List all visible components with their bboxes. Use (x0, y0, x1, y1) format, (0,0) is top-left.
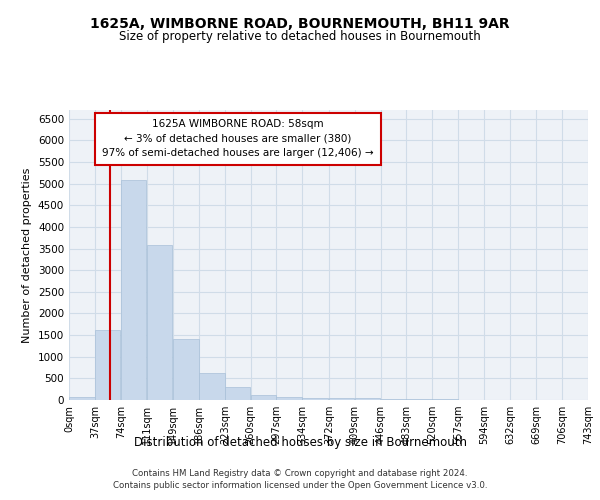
Bar (199, 373, 224, 400)
Y-axis label: Number of detached properties: Number of detached properties (22, 168, 32, 342)
Text: Contains public sector information licensed under the Open Government Licence v3: Contains public sector information licen… (113, 482, 487, 490)
Bar (251, 394, 276, 400)
Bar (225, 387, 250, 400)
Bar (69, 397, 95, 400)
Bar (355, 398, 380, 400)
Text: 97% of semi-detached houses are larger (12,406) →: 97% of semi-detached houses are larger (… (102, 148, 374, 158)
Text: Size of property relative to detached houses in Bournemouth: Size of property relative to detached ho… (119, 30, 481, 43)
FancyBboxPatch shape (95, 112, 381, 165)
Bar (329, 398, 355, 400)
Bar (146, 246, 172, 400)
Bar (277, 397, 302, 400)
Bar (95, 330, 121, 400)
Bar (121, 180, 146, 400)
Bar (173, 340, 199, 400)
Text: 1625A, WIMBORNE ROAD, BOURNEMOUTH, BH11 9AR: 1625A, WIMBORNE ROAD, BOURNEMOUTH, BH11 … (90, 18, 510, 32)
Bar (380, 398, 406, 400)
Bar (406, 399, 432, 400)
Text: ← 3% of detached houses are smaller (380): ← 3% of detached houses are smaller (380… (124, 134, 352, 144)
Text: Contains HM Land Registry data © Crown copyright and database right 2024.: Contains HM Land Registry data © Crown c… (132, 470, 468, 478)
Text: 1625A WIMBORNE ROAD: 58sqm: 1625A WIMBORNE ROAD: 58sqm (152, 120, 324, 130)
Text: Distribution of detached houses by size in Bournemouth: Distribution of detached houses by size … (133, 436, 467, 449)
Bar (302, 398, 328, 400)
